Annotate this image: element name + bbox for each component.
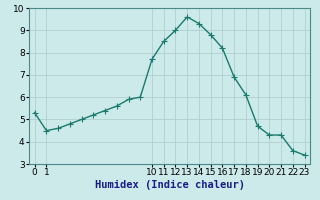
X-axis label: Humidex (Indice chaleur): Humidex (Indice chaleur) <box>95 180 244 190</box>
